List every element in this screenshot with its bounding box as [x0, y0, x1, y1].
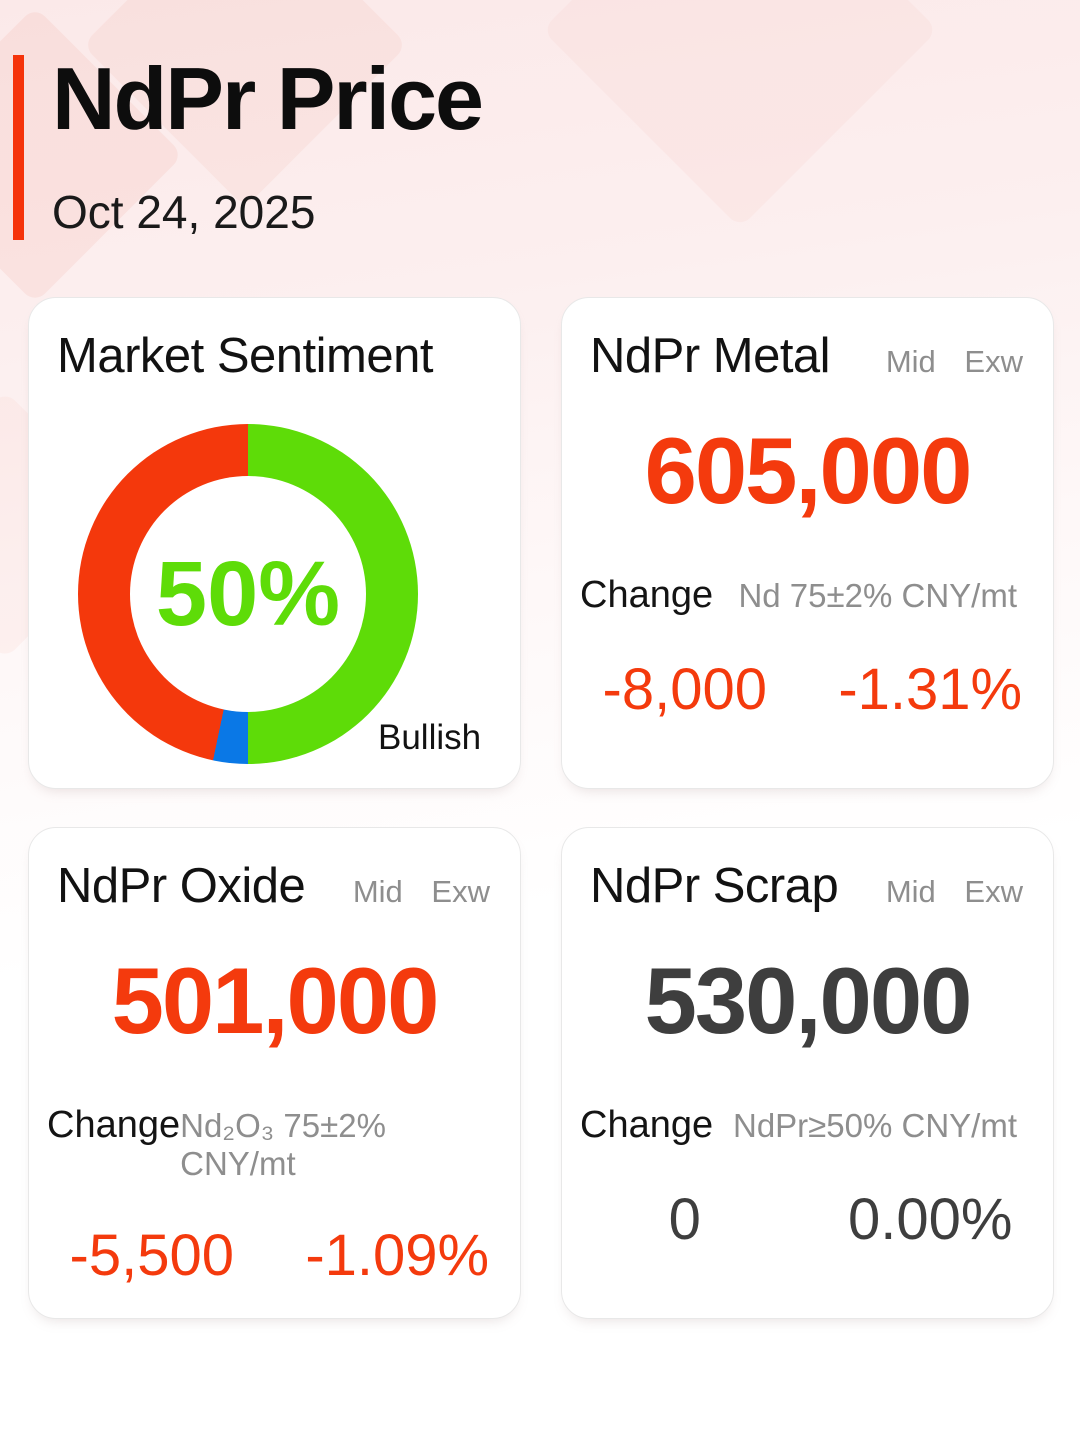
change-absolute: 0 [668, 1187, 701, 1252]
change-row: Change Nd 75±2% CNY/mt [562, 574, 1053, 617]
price-qualifiers: Mid Exw [886, 344, 1023, 380]
card-title: NdPr Metal [590, 329, 831, 383]
change-values-row: -8,000 -1.31% [562, 661, 1053, 719]
change-values-row: -5,500 -1.09% [29, 1227, 520, 1285]
header-accent-bar [13, 55, 24, 240]
exw-qualifier: Exw [964, 874, 1023, 909]
change-label: Change [47, 1104, 181, 1146]
exw-qualifier: Exw [964, 344, 1023, 379]
change-percent: -1.31% [838, 657, 1023, 722]
donut-hole [130, 476, 366, 712]
mid-qualifier: Mid [885, 874, 936, 909]
change-label: Change [580, 1104, 714, 1146]
market-sentiment-card: Market Sentiment 50% Bullish [28, 297, 521, 789]
ndpr-scrap-card: NdPr Scrap Mid Exw 530,000 Change NdPr≥5… [561, 827, 1054, 1319]
product-spec: Nd 75±2% CNY/mt [738, 577, 1017, 614]
card-header: NdPr Scrap Mid Exw [562, 858, 1053, 914]
change-absolute: -5,500 [69, 1223, 234, 1288]
sentiment-percentage: 50% [155, 542, 341, 645]
change-absolute: -8,000 [602, 657, 767, 722]
mid-qualifier: Mid [885, 344, 936, 379]
card-header: NdPr Oxide Mid Exw [29, 858, 520, 914]
change-percent: 0.00% [848, 1187, 1013, 1252]
card-title: NdPr Oxide [57, 859, 306, 913]
mid-qualifier: Mid [352, 874, 403, 909]
report-date: Oct 24, 2025 [52, 186, 316, 238]
cards-grid: Market Sentiment 50% Bullish NdPr Metal … [28, 297, 1054, 1319]
page-title: NdPr Price [52, 49, 484, 148]
price-qualifiers: Mid Exw [353, 874, 490, 910]
change-percent: -1.09% [305, 1223, 490, 1288]
card-title: Market Sentiment [57, 329, 434, 383]
card-header: NdPr Metal Mid Exw [562, 328, 1053, 384]
product-spec: NdPr≥50% CNY/mt [732, 1107, 1017, 1144]
price-value: 605,000 [644, 418, 973, 523]
sentiment-donut-chart: 50% [78, 424, 418, 764]
page-header: NdPr Price Oct 24, 2025 [0, 0, 1080, 240]
price-value: 501,000 [111, 948, 440, 1053]
ndpr-oxide-card: NdPr Oxide Mid Exw 501,000 Change Nd₂O₃ … [28, 827, 521, 1319]
card-title: NdPr Scrap [590, 859, 839, 913]
card-header: Market Sentiment [29, 328, 520, 384]
change-row: Change Nd₂O₃ 75±2% CNY/mt [29, 1104, 520, 1183]
price-qualifiers: Mid Exw [886, 874, 1023, 910]
exw-qualifier: Exw [431, 874, 490, 909]
ndpr-metal-card: NdPr Metal Mid Exw 605,000 Change Nd 75±… [561, 297, 1054, 789]
change-row: Change NdPr≥50% CNY/mt [562, 1104, 1053, 1147]
change-values-row: 0 0.00% [562, 1191, 1053, 1249]
change-label: Change [580, 574, 714, 616]
bullish-label: Bullish [378, 718, 482, 757]
price-value: 530,000 [644, 948, 973, 1053]
product-spec: Nd₂O₃ 75±2% CNY/mt [180, 1107, 386, 1182]
